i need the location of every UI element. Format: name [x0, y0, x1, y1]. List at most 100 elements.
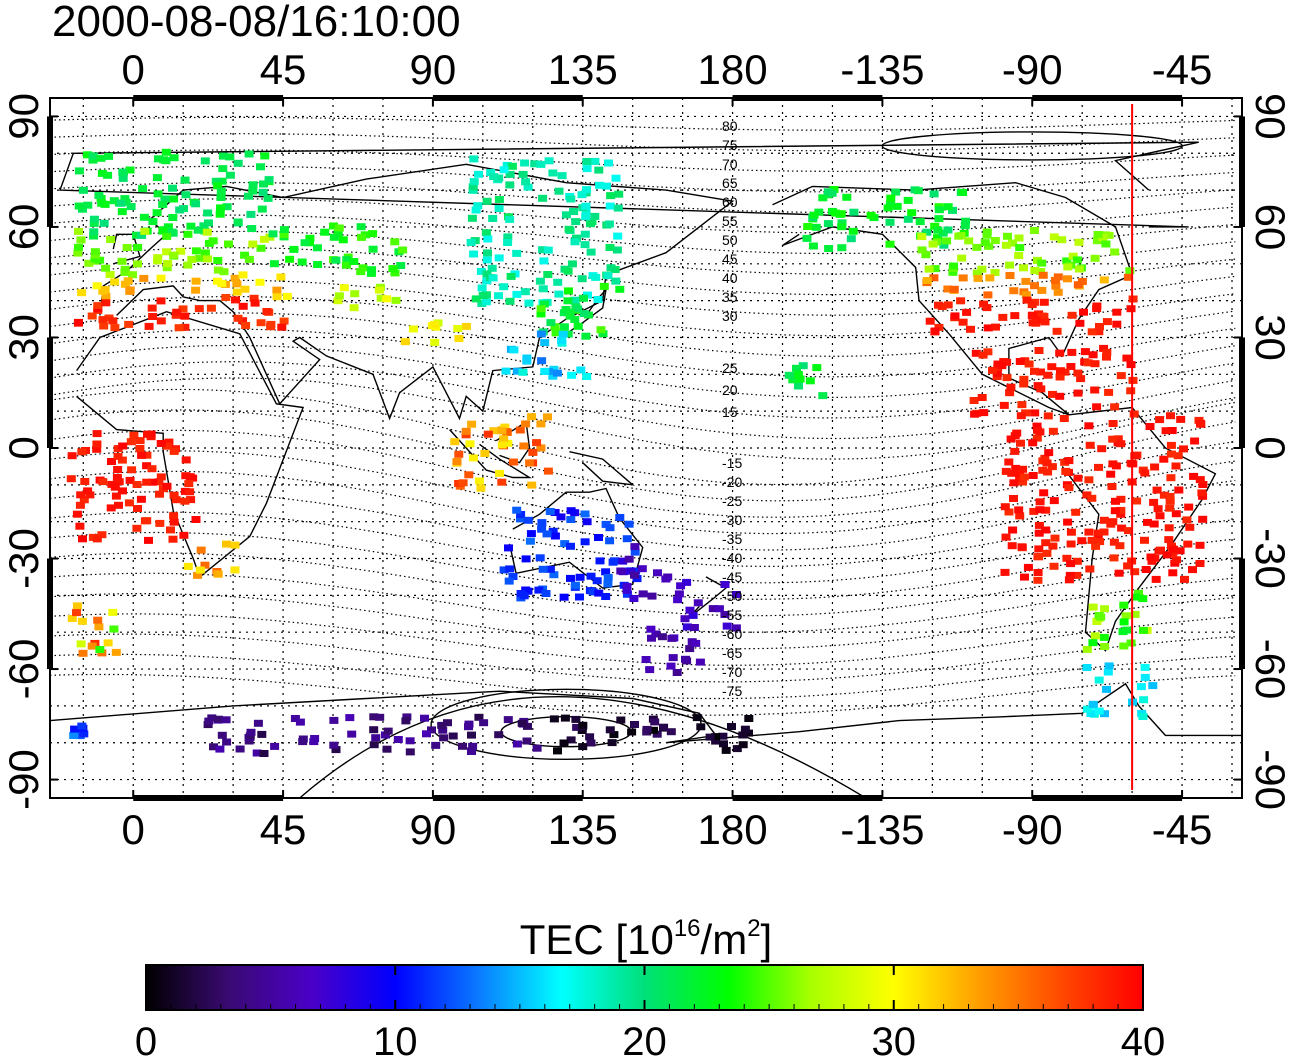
tec-cell: [515, 426, 525, 434]
tec-cell: [924, 265, 934, 273]
tec-cell: [186, 496, 196, 504]
tec-cell: [155, 490, 164, 498]
tec-cell: [156, 317, 166, 325]
tec-cell: [120, 280, 130, 288]
tec-cell: [1052, 327, 1062, 335]
tec-cell: [1085, 441, 1095, 449]
tec-cell: [998, 313, 1008, 321]
tec-cell: [559, 593, 569, 601]
tec-cell: [1197, 489, 1207, 497]
tec-cell: [623, 590, 632, 598]
tec-cell: [546, 319, 556, 327]
tec-cell: [181, 191, 191, 199]
tec-cell: [1023, 563, 1033, 571]
tec-cell: [279, 317, 289, 325]
tec-cell: [1123, 273, 1133, 281]
tec-cell: [611, 277, 621, 285]
tec-cell: [1150, 463, 1160, 471]
tec-cell: [586, 572, 596, 580]
tec-cell: [581, 332, 591, 340]
tec-cell: [1064, 484, 1074, 492]
tec-cell: [1004, 508, 1014, 516]
x-tick-label-top: -90: [1002, 46, 1063, 93]
tec-cell: [601, 568, 611, 576]
tec-cell: [156, 274, 166, 282]
tec-cell: [101, 293, 111, 300]
tec-cell: [1028, 472, 1038, 479]
tec-cell: [1179, 445, 1188, 453]
tec-cell: [505, 297, 515, 305]
tec-cell: [139, 213, 149, 221]
tec-cell: [217, 280, 227, 288]
colorbar-tick-label: 20: [622, 1020, 667, 1057]
tec-cell: [738, 741, 748, 749]
tec-cell: [382, 295, 392, 303]
tec-cell: [1087, 328, 1097, 336]
tec-cell: [494, 292, 503, 300]
tec-cell: [1032, 434, 1042, 442]
tec-cell: [1063, 275, 1072, 283]
tec-cell: [474, 477, 484, 485]
tec-cell: [1099, 344, 1109, 352]
tec-cell: [570, 316, 580, 323]
tec-cell: [630, 571, 639, 579]
contour-label: 45: [722, 251, 738, 267]
tec-cell: [474, 170, 483, 178]
tec-cell: [164, 438, 174, 446]
tec-cell: [193, 226, 203, 234]
tec-cell: [502, 161, 512, 169]
tec-cell: [1059, 415, 1069, 422]
tec-cell: [144, 322, 154, 330]
tec-cell: [461, 427, 471, 435]
tec-cell: [88, 152, 98, 160]
tec-cell: [256, 163, 265, 171]
tec-cell: [1066, 560, 1076, 568]
tec-cell: [383, 727, 393, 735]
tec-cell: [1036, 385, 1046, 393]
tec-cell: [499, 566, 509, 574]
tec-cell: [1190, 437, 1200, 445]
tec-cell: [1106, 520, 1116, 528]
y-tick-label-left: -90: [0, 749, 47, 810]
tec-cell: [163, 260, 173, 267]
tec-cell: [805, 377, 815, 385]
tec-cell: [1028, 439, 1038, 447]
tec-cell: [489, 173, 499, 181]
tec-cell: [732, 745, 742, 753]
tec-cell: [638, 590, 648, 598]
tec-cell: [494, 174, 504, 182]
contour-label: 15: [722, 404, 738, 420]
tec-cell: [345, 714, 355, 722]
tec-cell: [155, 519, 165, 527]
tec-cell: [823, 220, 833, 228]
tec-cell: [1079, 308, 1088, 316]
tec-cell: [488, 215, 498, 222]
tec-cell: [1016, 412, 1026, 420]
tec-cell: [1008, 239, 1018, 247]
tec-cell: [76, 236, 86, 244]
tec-cell: [1099, 633, 1109, 641]
tec-cell: [979, 409, 989, 417]
tec-cell: [808, 242, 818, 250]
tec-cell: [1124, 527, 1133, 535]
tec-cell: [168, 214, 178, 221]
tec-cell: [595, 557, 605, 565]
tec-cell: [1122, 354, 1132, 362]
tec-cell: [1141, 566, 1151, 573]
x-tick-label-bottom: -90: [1002, 806, 1063, 853]
tec-cell: [139, 274, 149, 282]
x-tick-label-bottom: 135: [548, 806, 618, 853]
tec-cell: [999, 401, 1009, 409]
tec-cell: [1080, 348, 1090, 356]
y-tick-label-right: 60: [1247, 204, 1292, 251]
mag-contour: [50, 673, 1236, 716]
tec-cell: [814, 208, 824, 216]
frame-band-left: [47, 337, 53, 448]
tec-cell: [1048, 542, 1058, 550]
tec-cell: [347, 730, 357, 738]
mag-contour: [50, 328, 1236, 399]
tec-cell: [1050, 534, 1060, 542]
tec-cell: [474, 713, 484, 721]
tec-cell: [74, 202, 84, 210]
tec-cell: [94, 623, 104, 631]
